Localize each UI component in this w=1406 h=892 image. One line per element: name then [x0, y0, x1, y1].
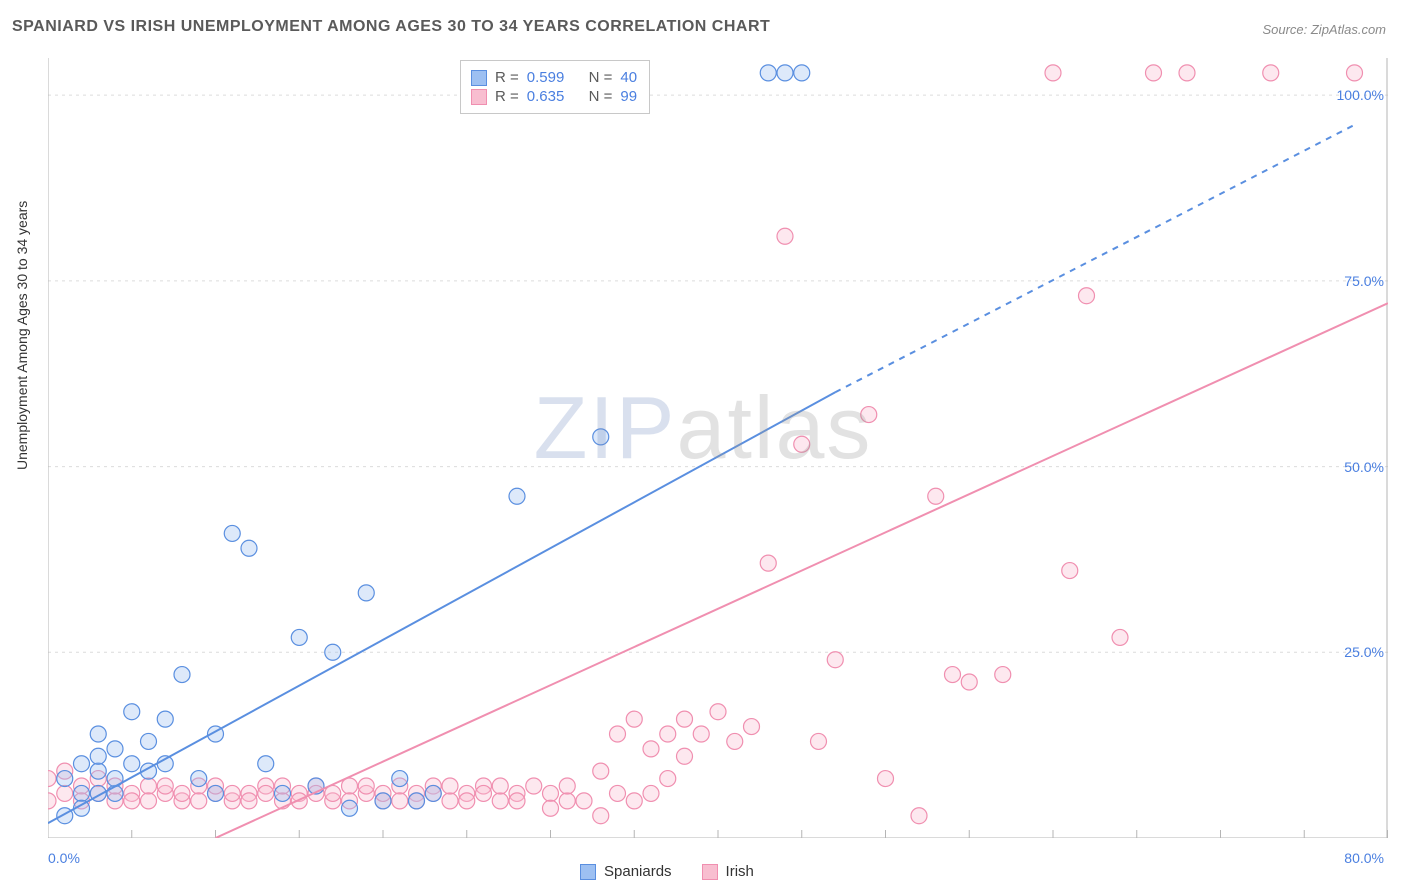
r-label: R =	[495, 69, 519, 86]
n-value: 99	[620, 88, 637, 105]
n-label: N =	[589, 88, 613, 105]
y-tick-label: 75.0%	[1344, 273, 1384, 289]
series-swatch	[471, 89, 487, 105]
r-value: 0.599	[527, 69, 565, 86]
series-swatch	[471, 70, 487, 86]
legend-label: Spaniards	[604, 863, 672, 880]
n-label: N =	[589, 69, 613, 86]
scatter-svg	[48, 58, 1388, 838]
chart-container: SPANIARD VS IRISH UNEMPLOYMENT AMONG AGE…	[0, 0, 1406, 892]
plot-area	[48, 58, 1388, 838]
x-tick-label: 0.0%	[48, 850, 80, 866]
legend-item: Spaniards	[580, 863, 672, 880]
stats-row: R = 0.599 N = 40	[471, 69, 637, 86]
r-value: 0.635	[527, 88, 565, 105]
legend-label: Irish	[726, 863, 754, 880]
y-axis-label: Unemployment Among Ages 30 to 34 years	[14, 201, 30, 470]
x-tick-label: 80.0%	[1344, 850, 1384, 866]
stats-legend: R = 0.599 N = 40 R = 0.635 N = 99	[460, 60, 650, 114]
legend-item: Irish	[702, 863, 754, 880]
n-value: 40	[620, 69, 637, 86]
stats-row: R = 0.635 N = 99	[471, 88, 637, 105]
chart-title: SPANIARD VS IRISH UNEMPLOYMENT AMONG AGE…	[12, 18, 770, 36]
source-label: Source: ZipAtlas.com	[1262, 22, 1386, 37]
r-label: R =	[495, 88, 519, 105]
y-tick-label: 50.0%	[1344, 459, 1384, 475]
y-tick-label: 100.0%	[1337, 87, 1384, 103]
legend-swatch	[580, 864, 596, 880]
series-legend: Spaniards Irish	[580, 863, 754, 880]
legend-swatch	[702, 864, 718, 880]
y-tick-label: 25.0%	[1344, 644, 1384, 660]
